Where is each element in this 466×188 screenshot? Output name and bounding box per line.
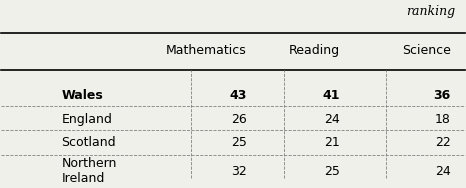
Text: Mathematics: Mathematics [166, 44, 247, 58]
Text: Science: Science [402, 44, 451, 58]
Text: 25: 25 [324, 165, 340, 178]
Text: 41: 41 [322, 89, 340, 102]
Text: Wales: Wales [62, 89, 103, 102]
Text: 22: 22 [435, 136, 451, 149]
Text: 32: 32 [231, 165, 247, 178]
Text: Reading: Reading [288, 44, 340, 58]
Text: ranking: ranking [406, 5, 455, 18]
Text: Scotland: Scotland [62, 136, 116, 149]
Text: 36: 36 [433, 89, 451, 102]
Text: 24: 24 [324, 114, 340, 127]
Text: England: England [62, 114, 112, 127]
Text: 24: 24 [435, 165, 451, 178]
Text: 18: 18 [435, 114, 451, 127]
Text: 21: 21 [324, 136, 340, 149]
Text: 26: 26 [231, 114, 247, 127]
Text: 43: 43 [230, 89, 247, 102]
Text: Northern
Ireland: Northern Ireland [62, 157, 117, 185]
Text: 25: 25 [231, 136, 247, 149]
